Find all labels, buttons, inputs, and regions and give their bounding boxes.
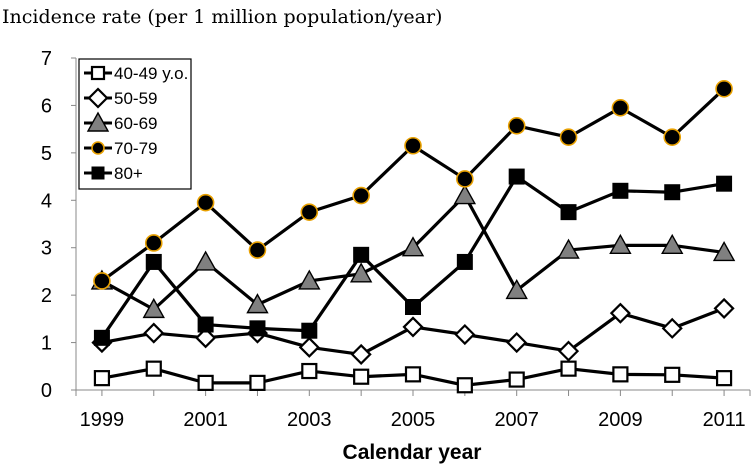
series-layer [90, 80, 736, 394]
data-point [93, 329, 110, 346]
data-point [145, 253, 162, 270]
data-point [508, 168, 525, 185]
x-tick-label: 2007 [494, 409, 539, 431]
legend-marker [91, 166, 105, 180]
data-point [557, 340, 580, 362]
x-tick-label: 2003 [287, 409, 332, 431]
y-tick-label: 4 [41, 190, 52, 212]
y-tick-label: 1 [41, 333, 52, 355]
data-point [249, 320, 266, 337]
legend-marker [91, 141, 105, 155]
data-point [557, 238, 580, 259]
data-point [559, 128, 578, 147]
data-point [353, 246, 370, 263]
legend-label: 80+ [114, 164, 143, 183]
series-1 [93, 360, 733, 394]
x-tick-label: 2001 [183, 409, 228, 431]
data-point [145, 360, 162, 377]
data-point [300, 203, 319, 221]
data-point [350, 343, 372, 365]
data-point [142, 297, 165, 319]
data-point [402, 316, 424, 338]
series-4 [93, 80, 733, 290]
data-point [196, 193, 215, 212]
data-point [246, 293, 269, 314]
y-tick-label: 6 [41, 95, 52, 117]
x-axis-label: Calendar year [343, 441, 482, 464]
data-point [661, 233, 684, 255]
data-point [507, 117, 526, 135]
data-point [349, 262, 373, 283]
data-point [298, 269, 321, 290]
data-point [505, 278, 528, 300]
data-point [352, 186, 370, 205]
data-point [143, 322, 165, 344]
data-point [93, 370, 111, 387]
data-point [609, 302, 631, 324]
y-axis-label: Incidence rate (per 1 million population… [2, 6, 442, 28]
data-point [560, 204, 577, 221]
data-point [93, 272, 111, 290]
data-point [611, 99, 630, 117]
x-tick-label: 2005 [391, 409, 436, 431]
data-point [456, 253, 473, 270]
legend: 40-49 y.o. 50-59 60-69 70-79 80+ [78, 58, 192, 190]
data-point [661, 317, 683, 339]
data-point [506, 332, 528, 354]
data-point [353, 368, 370, 385]
data-point [298, 336, 320, 358]
y-tick-labels: 0 1 2 3 4 5 6 7 [41, 48, 52, 402]
legend-label: 70-79 [114, 139, 157, 158]
data-point [197, 316, 214, 333]
legend-label: 40-49 y.o. [114, 64, 188, 83]
legend-label: 60-69 [114, 114, 157, 133]
y-tick-label: 0 [41, 380, 52, 402]
data-point [301, 322, 318, 339]
data-point [456, 377, 473, 394]
data-point [715, 80, 733, 98]
data-point [195, 327, 217, 349]
legend-marker [86, 111, 110, 132]
axes [71, 57, 751, 396]
data-point [144, 234, 163, 252]
data-point [453, 184, 477, 205]
legend-marker [87, 87, 109, 109]
data-point [405, 299, 421, 315]
data-point [454, 323, 476, 346]
x-tick-label: 2009 [598, 409, 643, 431]
series-3 [90, 184, 736, 319]
y-tick-label: 5 [41, 143, 52, 165]
x-tick-labels: 1999 2001 2003 2005 2007 2009 2011 [80, 409, 746, 431]
x-tick-label: 2011 [703, 409, 746, 431]
y-tick-label: 7 [41, 48, 52, 70]
data-point [197, 374, 214, 391]
data-point [249, 374, 266, 391]
data-point [715, 370, 733, 387]
data-point [664, 366, 681, 383]
data-point [712, 241, 736, 262]
x-tick-label: 1999 [80, 409, 125, 431]
data-point [404, 366, 422, 383]
series-5 [93, 168, 733, 346]
data-point [456, 170, 474, 188]
data-point [663, 128, 682, 147]
data-point [609, 233, 632, 255]
legend-marker [90, 65, 106, 81]
data-point [301, 362, 318, 380]
y-tick-label: 2 [41, 285, 52, 307]
legend-label: 50-59 [114, 89, 157, 108]
data-point [716, 175, 733, 192]
data-point [404, 136, 422, 155]
y-tick-label: 3 [41, 238, 52, 260]
data-point [248, 241, 267, 259]
data-point [560, 360, 577, 377]
data-point [612, 366, 629, 383]
data-point [194, 250, 217, 271]
data-point [664, 184, 681, 201]
data-point [713, 297, 735, 319]
data-point [612, 182, 629, 199]
data-point [401, 236, 425, 257]
data-point [508, 371, 525, 388]
